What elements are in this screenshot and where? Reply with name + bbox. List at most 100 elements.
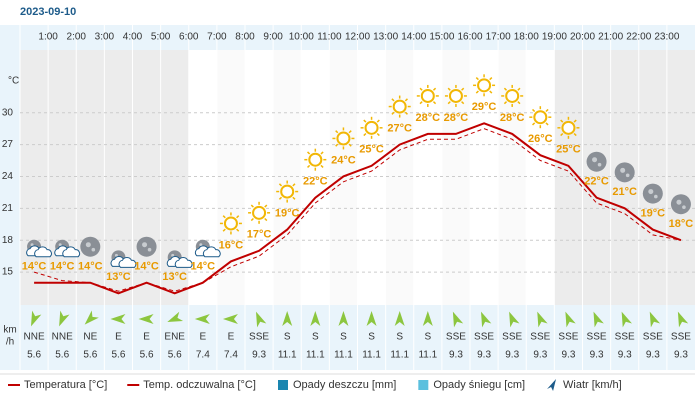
temperature-label: 27°C xyxy=(387,122,412,134)
wind-arrow xyxy=(110,314,126,324)
wind-direction: NNE xyxy=(52,332,73,343)
temperature-label: 18°C xyxy=(669,218,694,230)
column-bg xyxy=(132,50,161,305)
sun-ray xyxy=(348,130,352,134)
sun-ray xyxy=(503,87,508,91)
sun-ray xyxy=(363,132,367,137)
hour-label: 6:00 xyxy=(179,32,199,43)
y-tick-label: 21 xyxy=(2,203,14,214)
moon-disc xyxy=(642,183,663,204)
sun-ray xyxy=(475,77,479,81)
moon-spot xyxy=(597,162,602,167)
moon-spot xyxy=(676,199,682,205)
moon-spot xyxy=(592,157,598,163)
sun-ray xyxy=(292,196,296,200)
wind-direction: SSE xyxy=(502,332,522,343)
wind-speed: 5.6 xyxy=(27,350,41,361)
sun-icon xyxy=(557,116,580,139)
date: 2023-09-10 xyxy=(20,6,76,18)
sun-icon xyxy=(219,212,242,235)
moon-icon xyxy=(136,236,157,257)
wind-direction: E xyxy=(143,332,150,343)
wind-speed: 11.1 xyxy=(362,350,381,361)
hour-label: 19:00 xyxy=(542,32,567,43)
sun-ray xyxy=(461,101,465,105)
temperature-label: 14°C xyxy=(191,261,216,273)
wind-direction: SSE xyxy=(615,332,635,343)
moon-icon xyxy=(26,239,52,258)
column-bg xyxy=(638,50,667,305)
wind-direction: S xyxy=(368,332,375,343)
moon-disc xyxy=(614,162,635,183)
sun-ray xyxy=(320,164,324,168)
column-bg xyxy=(413,50,442,305)
sun-ray xyxy=(236,215,240,219)
moon-icon xyxy=(614,162,635,183)
temperature-label: 13°C xyxy=(106,271,131,283)
sun-ray xyxy=(307,151,311,155)
column-bg xyxy=(385,50,414,305)
sun-disc xyxy=(223,216,238,231)
wind-arrow xyxy=(59,310,70,327)
wind-unit: km xyxy=(3,325,16,336)
sun-disc xyxy=(308,152,323,167)
hour-label: 10:00 xyxy=(289,32,314,43)
wind-arrow xyxy=(593,311,604,328)
hour-label: 12:00 xyxy=(345,32,370,43)
wind-speed: 11.1 xyxy=(334,350,353,361)
wind-direction: SSE xyxy=(530,332,550,343)
sun-ray xyxy=(363,119,367,123)
hour-label: 16:00 xyxy=(457,32,482,43)
sun-ray xyxy=(236,228,240,232)
temperature-label: 14°C xyxy=(78,261,103,273)
wind-speed: 5.6 xyxy=(55,350,69,361)
temperature-label: 25°C xyxy=(556,144,581,156)
wind-arrow xyxy=(282,311,293,326)
wind-speed: 9.3 xyxy=(477,350,491,361)
wind-speed: 9.3 xyxy=(646,350,660,361)
sun-ray xyxy=(560,119,564,123)
wind-speed: 9.3 xyxy=(618,350,632,361)
sun-ray xyxy=(517,101,521,105)
hour-label: 2:00 xyxy=(67,32,87,43)
column-bg xyxy=(526,50,555,305)
legend-label: Temperatura [°C] xyxy=(24,379,107,391)
wind-arrow xyxy=(394,311,405,326)
sun-ray xyxy=(447,101,451,105)
temperature-line xyxy=(34,122,682,295)
cloud xyxy=(118,257,137,268)
wind-direction: S xyxy=(284,332,291,343)
sun-disc xyxy=(280,184,295,199)
moon-disc xyxy=(136,236,157,257)
sun-ray xyxy=(376,119,380,123)
column-bg xyxy=(216,50,245,305)
temperature-label: 22°C xyxy=(584,176,609,188)
wind-arrow xyxy=(621,311,632,328)
temperature-label: 21°C xyxy=(612,186,637,198)
sun-ray xyxy=(335,130,339,134)
sun-icon xyxy=(304,148,327,171)
moon-spot xyxy=(91,247,96,252)
legend-wind-icon xyxy=(547,379,557,391)
moon-icon xyxy=(642,183,663,204)
sun-disc xyxy=(364,120,379,135)
hour-label: 18:00 xyxy=(514,32,539,43)
wind-speed: 9.3 xyxy=(533,350,547,361)
sun-ray xyxy=(320,151,324,155)
sun-icon xyxy=(248,201,271,224)
wind-speed: 11.1 xyxy=(390,350,409,361)
wind-speed: 9.3 xyxy=(252,350,266,361)
hour-label: 21:00 xyxy=(598,32,623,43)
wind-direction: E xyxy=(228,332,235,343)
moon-spot xyxy=(682,205,686,209)
wind-speed: 5.6 xyxy=(111,350,125,361)
hour-label: 3:00 xyxy=(95,32,115,43)
wind-arrow xyxy=(194,314,210,324)
wind-speed: 7.4 xyxy=(224,350,238,361)
temperature-label: 28°C xyxy=(500,112,525,124)
wind-direction: SSE xyxy=(446,332,466,343)
temperature-label: 25°C xyxy=(359,144,384,156)
wind-speed: 11.1 xyxy=(306,350,325,361)
sun-icon xyxy=(501,84,524,107)
